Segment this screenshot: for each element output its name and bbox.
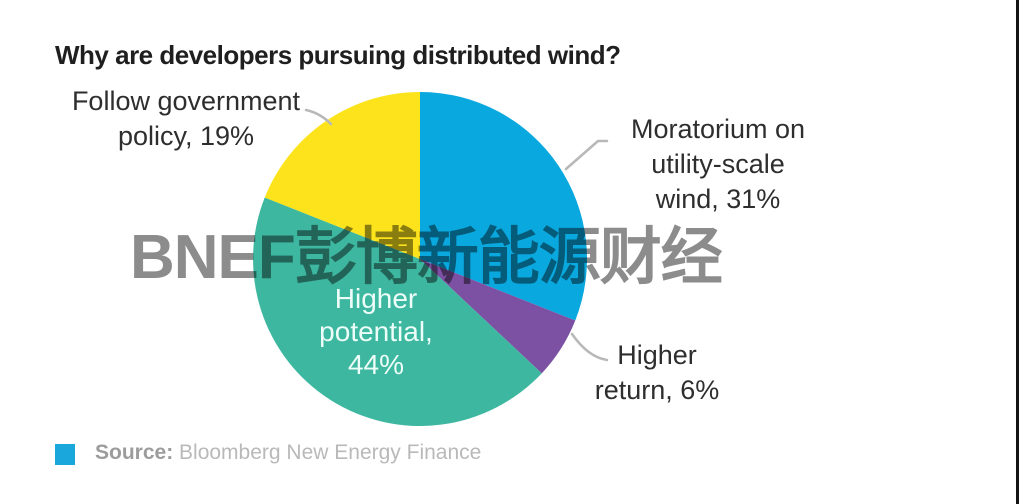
- label-line: return, 6%: [594, 375, 720, 405]
- label-line: utility-scale: [651, 149, 785, 179]
- source-square-icon: [55, 443, 75, 465]
- label-line: Higher: [617, 340, 697, 370]
- label-higher-potential: Higher potential, 44%: [296, 282, 456, 381]
- label-line: Follow government: [71, 86, 301, 116]
- pie-slice-higher-return: [420, 259, 576, 374]
- pie-slice-moratorium-on-utility-scale-wind: [420, 92, 587, 321]
- label-higher-return: Higher return, 6%: [577, 338, 737, 408]
- right-border-line: [1016, 0, 1019, 504]
- pie-slice-follow-government-policy: [264, 92, 420, 259]
- chart-title: Why are developers pursuing distributed …: [55, 40, 621, 70]
- source-value: Bloomberg New Energy Finance: [173, 441, 482, 464]
- source-text: Source: Bloomberg New Energy Finance: [95, 441, 481, 465]
- source-row: Source: Bloomberg New Energy Finance: [55, 441, 481, 465]
- label-line: Higher: [334, 283, 418, 314]
- label-line: potential,: [319, 316, 433, 347]
- pie-chart: [253, 92, 587, 426]
- bnef-watermark: BNEF彭博新能源财经: [130, 223, 723, 292]
- pie-slice-higher-potential: [253, 197, 542, 426]
- label-line: 44%: [347, 349, 405, 380]
- label-line: wind, 31%: [655, 184, 781, 214]
- source-label: Source:: [95, 441, 174, 464]
- label-line: Moratorium on: [630, 114, 806, 144]
- label-moratorium: Moratorium on utility-scale wind, 31%: [593, 112, 843, 217]
- label-line: policy, 19%: [117, 121, 255, 151]
- label-follow-government-policy: Follow government policy, 19%: [56, 84, 316, 154]
